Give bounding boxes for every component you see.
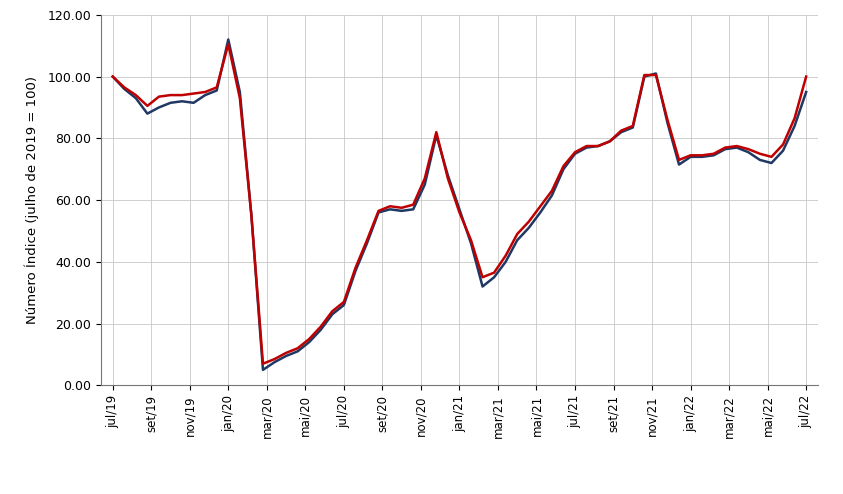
Y-axis label: Número Índice (julho de 2019 = 100): Número Índice (julho de 2019 = 100) — [24, 76, 40, 324]
